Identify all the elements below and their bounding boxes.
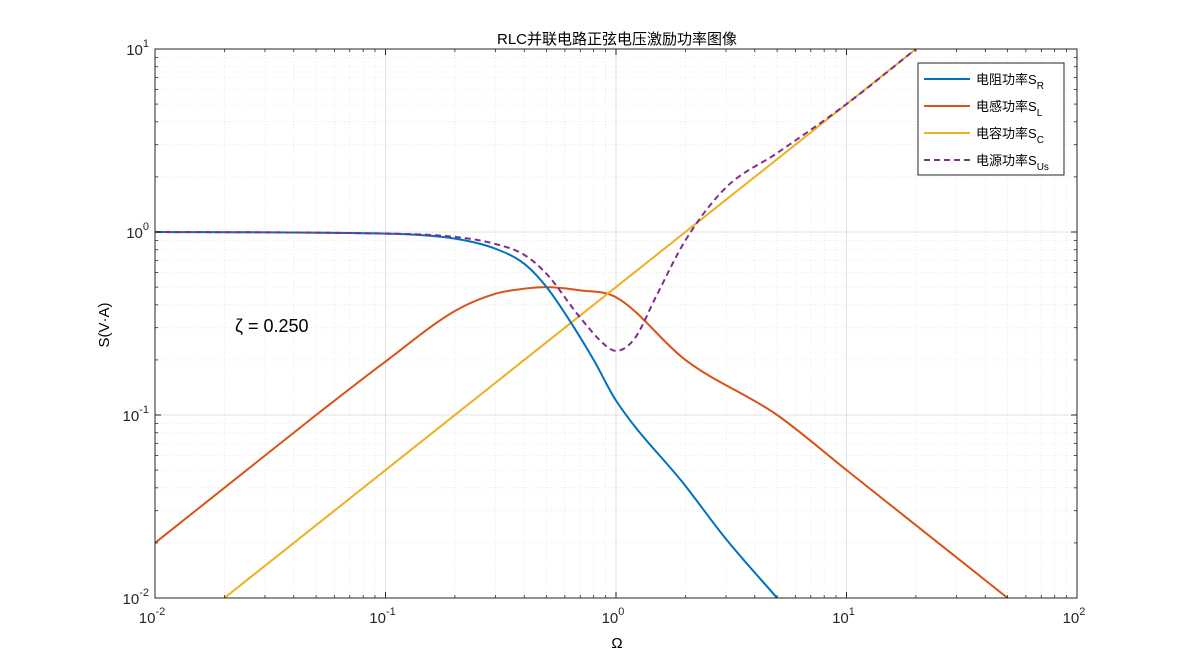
x-axis-label: Ω: [611, 635, 622, 652]
x-tick-label: 10-2: [139, 606, 165, 627]
tick-marks: [154, 48, 1078, 599]
legend-subscript: R: [1037, 81, 1044, 92]
y-tick-exponent: -1: [139, 404, 149, 416]
legend-box: [917, 62, 1065, 176]
minor-grid: [155, 49, 1077, 598]
x-tick-exponent: 1: [849, 606, 855, 618]
y-tick-base: 10: [126, 42, 143, 59]
legend-label-r: 电阻功率SR: [976, 72, 1044, 92]
legend-subscript: L: [1037, 108, 1043, 119]
x-tick-label: 101: [832, 606, 855, 627]
y-tick-exponent: 0: [143, 221, 149, 233]
y-tick-label: 101: [126, 38, 149, 59]
legend-symbol: S: [1028, 126, 1037, 141]
y-tick-label: 10-1: [123, 404, 149, 425]
x-tick-base: 10: [369, 610, 386, 627]
series-line-l: [155, 286, 1009, 598]
x-tick-base: 10: [139, 610, 156, 627]
legend-subscript: C: [1037, 135, 1044, 146]
legend-symbol: S: [1028, 153, 1037, 168]
x-tick-base: 10: [1063, 610, 1080, 627]
series-layer: [155, 49, 1009, 598]
legend-label-us: 电源功率SUs: [976, 153, 1049, 173]
x-tick-exponent: 2: [1079, 606, 1085, 618]
zeta-annotation: ζ = 0.250: [235, 316, 309, 336]
legend-subscript: Us: [1037, 162, 1049, 173]
legend-name: 电容功率: [976, 126, 1028, 141]
legend-label-c: 电容功率SC: [976, 126, 1044, 146]
y-tick-base: 10: [123, 408, 140, 425]
legend-name: 电阻功率: [976, 72, 1028, 87]
y-tick-base: 10: [123, 591, 140, 608]
legend-symbol: S: [1028, 72, 1037, 87]
y-tick-exponent: 1: [143, 38, 149, 50]
legend-name: 电感功率: [976, 99, 1028, 114]
x-tick-labels: 10-2 10-1 100 101 102: [139, 606, 1086, 627]
y-tick-exponent: -2: [139, 587, 149, 599]
x-tick-label: 10-1: [369, 606, 395, 627]
legend-label-l: 电感功率SL: [976, 99, 1043, 119]
x-tick-base: 10: [832, 610, 849, 627]
x-tick-exponent: 0: [618, 606, 624, 618]
legend-name: 电源功率: [976, 153, 1028, 168]
legend-symbol: S: [1028, 99, 1037, 114]
x-tick-exponent: -1: [386, 606, 396, 618]
x-tick-label: 100: [602, 606, 625, 627]
series-line-us: [155, 49, 917, 352]
x-tick-base: 10: [602, 610, 619, 627]
x-tick-exponent: -2: [155, 606, 165, 618]
y-tick-base: 10: [126, 225, 143, 242]
y-tick-label: 100: [126, 221, 149, 242]
y-axis-label: S(V·A): [96, 302, 113, 347]
y-tick-label: 10-2: [123, 587, 149, 608]
x-tick-label: 102: [1063, 606, 1086, 627]
chart-title: RLC并联电路正弦电压激励功率图像: [497, 31, 737, 48]
